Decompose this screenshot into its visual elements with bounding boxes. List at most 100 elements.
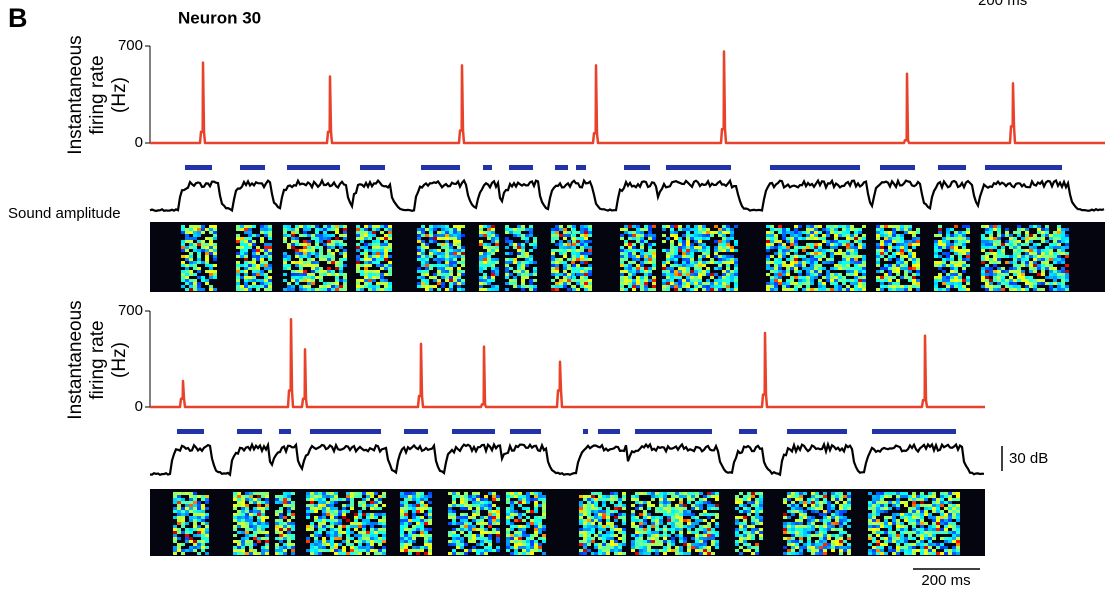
spectrogram-cell <box>1045 252 1049 255</box>
spectrogram-cell <box>449 276 453 279</box>
spectrogram-cell <box>850 228 854 231</box>
spectrogram-cell <box>350 546 354 549</box>
spectrogram-cell <box>628 279 632 282</box>
spectrogram-cell <box>966 258 970 261</box>
spectrogram-cell <box>610 531 614 534</box>
spectrogram-cell <box>360 258 364 261</box>
spectrogram-cell <box>445 288 449 291</box>
spectrogram-cell <box>811 525 815 528</box>
spectrogram-cell <box>260 237 264 240</box>
spectrogram-cell <box>567 243 571 246</box>
spectrogram-cell <box>382 540 386 543</box>
spectrogram-cell <box>356 264 360 267</box>
spectrogram-cell <box>682 261 686 264</box>
spectrogram-cell <box>876 255 880 258</box>
spectrogram-cell <box>354 519 358 522</box>
spectrogram-cell <box>488 513 492 516</box>
spectrogram-cell <box>663 513 667 516</box>
spectrogram-cell <box>555 228 559 231</box>
spectrogram-cell <box>181 255 185 258</box>
spectrogram-cell <box>339 261 343 264</box>
spectrogram-cell <box>766 240 770 243</box>
spectrogram-cell <box>846 231 850 234</box>
spectrogram-cell <box>404 543 408 546</box>
spectrogram-cell <box>400 501 404 504</box>
spectrogram-cell <box>506 540 510 543</box>
spectrogram-cell <box>606 495 610 498</box>
spectrogram-cell <box>525 261 529 264</box>
spectrogram-cell <box>472 513 476 516</box>
spectrogram-cell <box>517 243 521 246</box>
spectrogram-cell <box>722 270 726 273</box>
spectrogram-cell <box>240 285 244 288</box>
spectrogram-cell <box>644 261 648 264</box>
spectrogram-cell <box>843 504 847 507</box>
spectrogram-cell <box>456 516 460 519</box>
spectrogram-cell <box>842 279 846 282</box>
spectrogram-cell <box>205 258 209 261</box>
spectrogram-cell <box>388 234 392 237</box>
spectrogram-cell <box>346 537 350 540</box>
spectrogram-cell <box>476 543 480 546</box>
spectrogram-cell <box>663 501 667 504</box>
spectrogram-cell <box>307 240 311 243</box>
spectrogram-cell <box>505 237 509 240</box>
spectrogram-cell <box>189 261 193 264</box>
spectrogram-cell <box>480 519 484 522</box>
spectrogram-cell <box>782 285 786 288</box>
spectrogram-cell <box>330 492 334 495</box>
spectrogram-cell <box>339 267 343 270</box>
spectrogram-cell <box>862 225 866 228</box>
spectrogram-cell <box>356 285 360 288</box>
spectrogram-cell <box>735 549 739 552</box>
spectrogram-cell <box>674 288 678 291</box>
spectrogram-cell <box>265 504 269 507</box>
spectrogram-cell <box>1061 246 1065 249</box>
spectrogram-cell <box>888 270 892 273</box>
spectrogram-cell <box>483 255 487 258</box>
spectrogram-cell <box>778 246 782 249</box>
spectrogram-cell <box>803 510 807 513</box>
spectrogram-cell <box>343 282 347 285</box>
spectrogram-cell <box>835 513 839 516</box>
spectrogram-cell <box>584 261 588 264</box>
spectrogram-cell <box>1025 264 1029 267</box>
spectrogram-cell <box>525 255 529 258</box>
spectrogram-cell <box>356 228 360 231</box>
spectrogram-cell <box>559 279 563 282</box>
spectrogram-cell <box>831 498 835 501</box>
spectrogram-cell <box>205 228 209 231</box>
spectrogram-cell <box>695 546 699 549</box>
spectrogram-cell <box>506 513 510 516</box>
spectrogram-cell <box>702 243 706 246</box>
spectrogram-cell <box>636 258 640 261</box>
spectrogram-cell <box>904 285 908 288</box>
spectrogram-cell <box>264 255 268 258</box>
spectrogram-cell <box>884 240 888 243</box>
spectrogram-cell <box>686 279 690 282</box>
spectrogram-cell <box>209 237 213 240</box>
spectrogram-cell <box>185 264 189 267</box>
spectrogram-cell <box>279 531 283 534</box>
spectrogram-cell <box>985 267 989 270</box>
spectrogram-cell <box>244 249 248 252</box>
spectrogram-cell <box>1021 249 1025 252</box>
panel-label: B <box>8 3 28 33</box>
spectrogram-cell <box>453 255 457 258</box>
spectrogram-cell <box>464 522 468 525</box>
spectrogram-cell <box>985 279 989 282</box>
spectrogram-cell <box>670 240 674 243</box>
spectrogram-cell <box>880 228 884 231</box>
spectrogram-cell <box>563 267 567 270</box>
spectrogram-cell <box>173 537 177 540</box>
spectrogram-cell <box>807 540 811 543</box>
spectrogram-cell <box>631 498 635 501</box>
spectrogram-cell <box>989 243 993 246</box>
spectrogram-cell <box>185 267 189 270</box>
spectrogram-cell <box>551 228 555 231</box>
spectrogram-cell <box>747 525 751 528</box>
spectrogram-cell <box>315 288 319 291</box>
spectrogram-cell <box>958 285 962 288</box>
spectrogram-cell <box>588 234 592 237</box>
spectrogram-cell <box>847 546 851 549</box>
